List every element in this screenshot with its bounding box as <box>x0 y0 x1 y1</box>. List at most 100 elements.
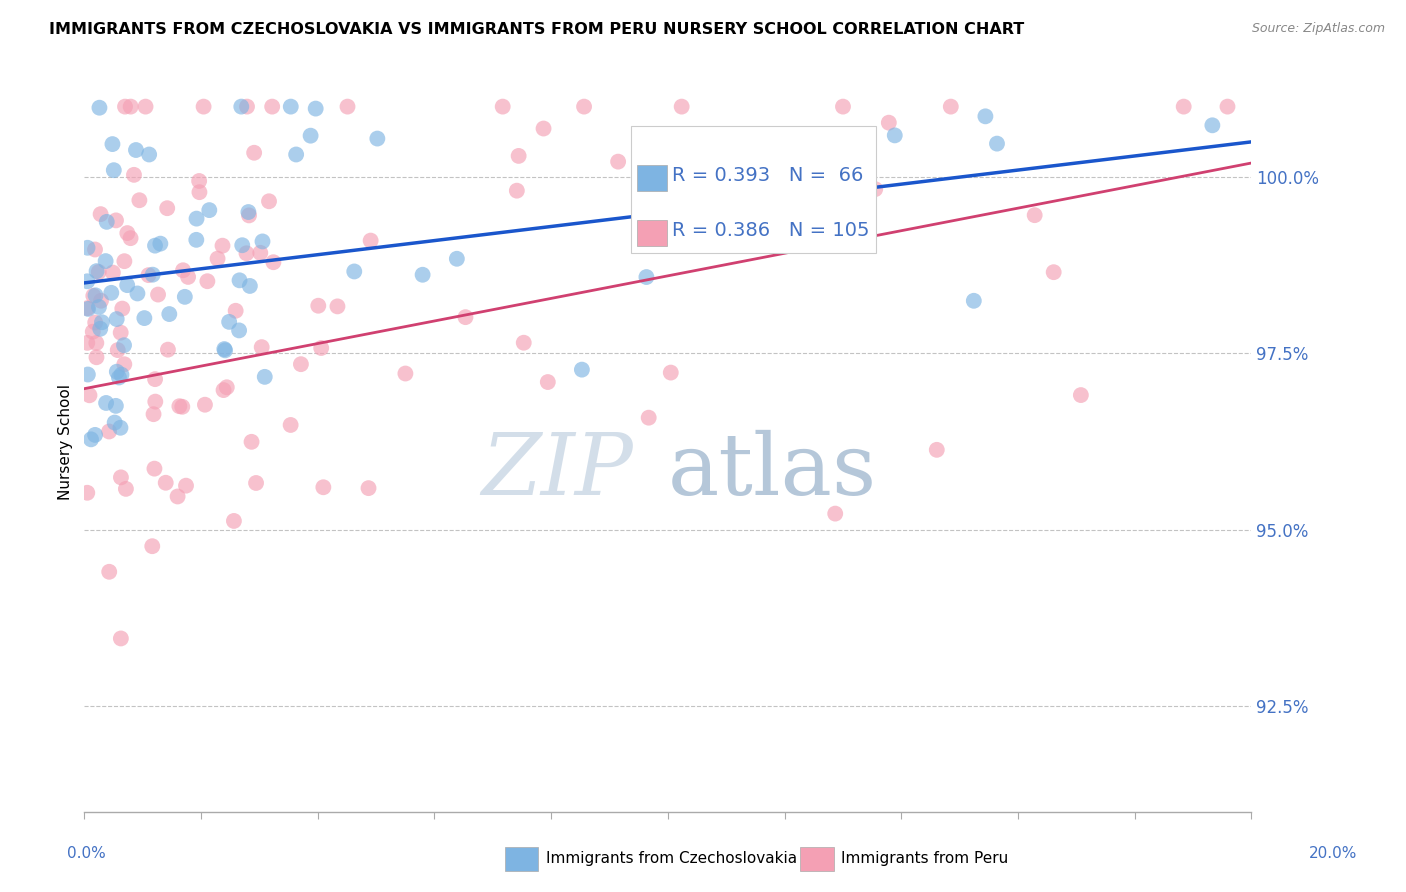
Point <box>84 288 107 302</box>
Point <box>77 301 100 316</box>
Point <box>537 375 560 389</box>
Point <box>309 341 332 355</box>
Point <box>252 235 274 249</box>
Point <box>1042 265 1064 279</box>
Point <box>236 100 259 114</box>
Text: atlas: atlas <box>668 430 877 513</box>
Point <box>637 410 659 425</box>
Point <box>186 211 208 226</box>
Point <box>194 398 217 412</box>
Point <box>110 368 132 382</box>
Point <box>572 100 595 114</box>
Point <box>262 100 284 114</box>
Text: 0.0%: 0.0% <box>67 847 107 861</box>
Point <box>257 194 280 209</box>
Point <box>218 315 240 329</box>
Point <box>107 343 129 357</box>
Point <box>222 514 245 528</box>
Point <box>105 312 128 326</box>
Point <box>336 100 359 114</box>
Point <box>90 293 112 308</box>
Point <box>172 263 194 277</box>
Point <box>135 100 157 114</box>
Text: IMMIGRANTS FROM CZECHOSLOVAKIA VS IMMIGRANTS FROM PERU NURSERY SCHOOL CORRELATIO: IMMIGRANTS FROM CZECHOSLOVAKIA VS IMMIGR… <box>49 22 1025 37</box>
Point <box>883 128 905 143</box>
Point <box>492 100 515 114</box>
Text: Source: ZipAtlas.com: Source: ZipAtlas.com <box>1251 22 1385 36</box>
Point <box>110 470 132 484</box>
Point <box>86 350 108 364</box>
Point <box>115 278 138 293</box>
Point <box>157 307 180 321</box>
Point <box>173 290 195 304</box>
Point <box>299 128 322 143</box>
Text: R = 0.393   N =  66: R = 0.393 N = 66 <box>672 166 863 186</box>
Point <box>1070 388 1092 402</box>
Point <box>143 394 166 409</box>
Point <box>533 121 555 136</box>
Point <box>96 215 118 229</box>
Point <box>90 207 112 221</box>
Point <box>114 100 136 114</box>
Point <box>963 293 986 308</box>
Point <box>571 362 593 376</box>
Point <box>193 100 215 114</box>
Point <box>513 335 536 350</box>
Point <box>636 270 658 285</box>
Point <box>127 286 149 301</box>
Point <box>1201 118 1223 132</box>
Point <box>198 203 221 218</box>
Point <box>195 274 218 288</box>
Point <box>84 316 107 330</box>
Point <box>110 326 132 340</box>
Point <box>76 241 98 255</box>
Point <box>225 303 247 318</box>
Point <box>238 205 260 219</box>
Point <box>120 231 142 245</box>
Point <box>172 400 194 414</box>
Point <box>214 342 236 356</box>
Point <box>117 226 139 240</box>
Point <box>87 265 110 279</box>
Point <box>177 269 200 284</box>
Point <box>146 287 169 301</box>
Point <box>86 264 108 278</box>
Point <box>846 135 869 149</box>
Point <box>186 233 208 247</box>
Point <box>659 366 682 380</box>
Point <box>156 343 179 357</box>
Point <box>1173 100 1195 114</box>
Point <box>280 417 302 432</box>
Point <box>101 266 124 280</box>
Point <box>110 421 132 435</box>
Point <box>156 201 179 215</box>
Point <box>824 507 846 521</box>
Point <box>454 310 477 325</box>
Point <box>986 136 1008 151</box>
Point <box>231 238 253 252</box>
Point <box>80 433 103 447</box>
Point <box>128 193 150 207</box>
Point <box>104 399 127 413</box>
Point <box>262 255 284 269</box>
Point <box>825 183 848 197</box>
Point <box>360 234 382 248</box>
Point <box>235 246 257 260</box>
Point <box>100 285 122 300</box>
Point <box>357 481 380 495</box>
Point <box>280 100 302 114</box>
Point <box>76 485 98 500</box>
Point <box>82 289 104 303</box>
Point <box>104 416 127 430</box>
Point <box>86 335 108 350</box>
Point <box>231 100 253 114</box>
Point <box>305 102 328 116</box>
Point <box>142 407 165 421</box>
Point <box>76 335 98 350</box>
Point <box>326 299 349 313</box>
Text: 20.0%: 20.0% <box>1309 847 1357 861</box>
Text: ZIP: ZIP <box>481 430 633 513</box>
Point <box>76 301 98 315</box>
Point <box>832 100 855 114</box>
Point <box>249 245 271 260</box>
